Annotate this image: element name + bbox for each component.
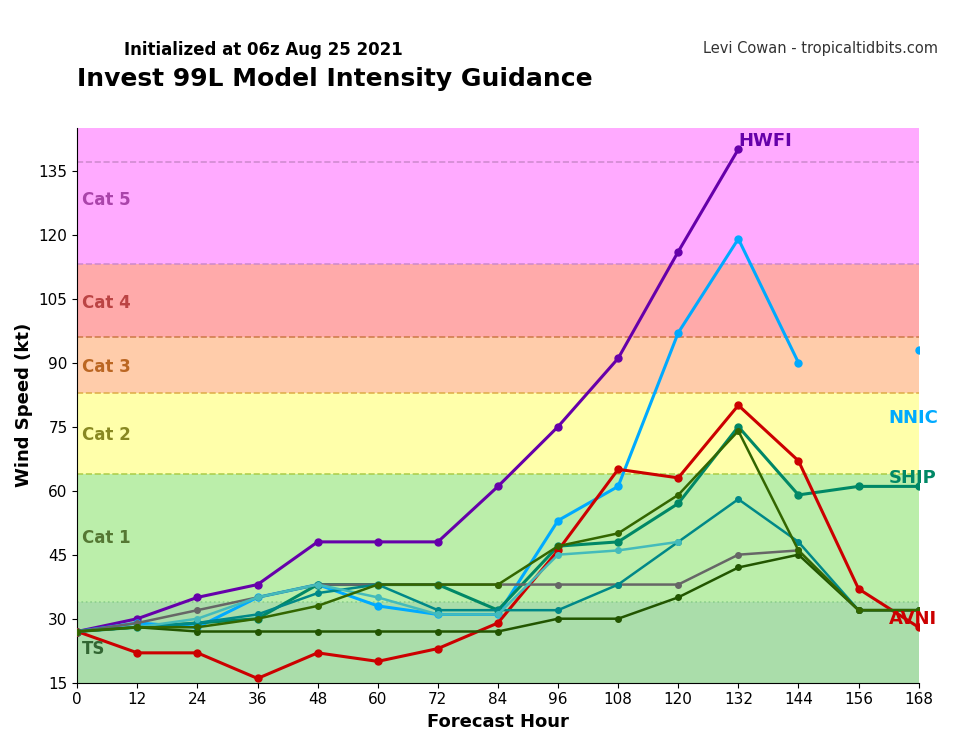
Y-axis label: Wind Speed (kt): Wind Speed (kt) xyxy=(15,323,33,487)
Text: Initialized at 06z Aug 25 2021: Initialized at 06z Aug 25 2021 xyxy=(124,41,403,59)
Text: Cat 2: Cat 2 xyxy=(82,426,131,444)
Text: AVNI: AVNI xyxy=(888,609,937,627)
Text: Cat 4: Cat 4 xyxy=(82,294,131,312)
X-axis label: Forecast Hour: Forecast Hour xyxy=(427,713,568,731)
Text: Levi Cowan - tropicaltidbits.com: Levi Cowan - tropicaltidbits.com xyxy=(702,41,938,56)
Text: TS: TS xyxy=(82,639,105,657)
Bar xyxy=(78,128,919,265)
Text: Invest 99L Model Intensity Guidance: Invest 99L Model Intensity Guidance xyxy=(78,67,593,91)
Bar xyxy=(78,337,919,392)
Bar xyxy=(78,474,919,601)
Text: SHIP: SHIP xyxy=(888,468,936,487)
Text: Cat 3: Cat 3 xyxy=(82,358,131,376)
Text: Cat 1: Cat 1 xyxy=(82,529,131,547)
Text: NNIC: NNIC xyxy=(888,409,939,427)
Text: HWFI: HWFI xyxy=(739,132,792,150)
Text: Cat 5: Cat 5 xyxy=(82,192,131,210)
Bar xyxy=(78,601,919,683)
Bar xyxy=(78,265,919,337)
Bar xyxy=(78,392,919,474)
